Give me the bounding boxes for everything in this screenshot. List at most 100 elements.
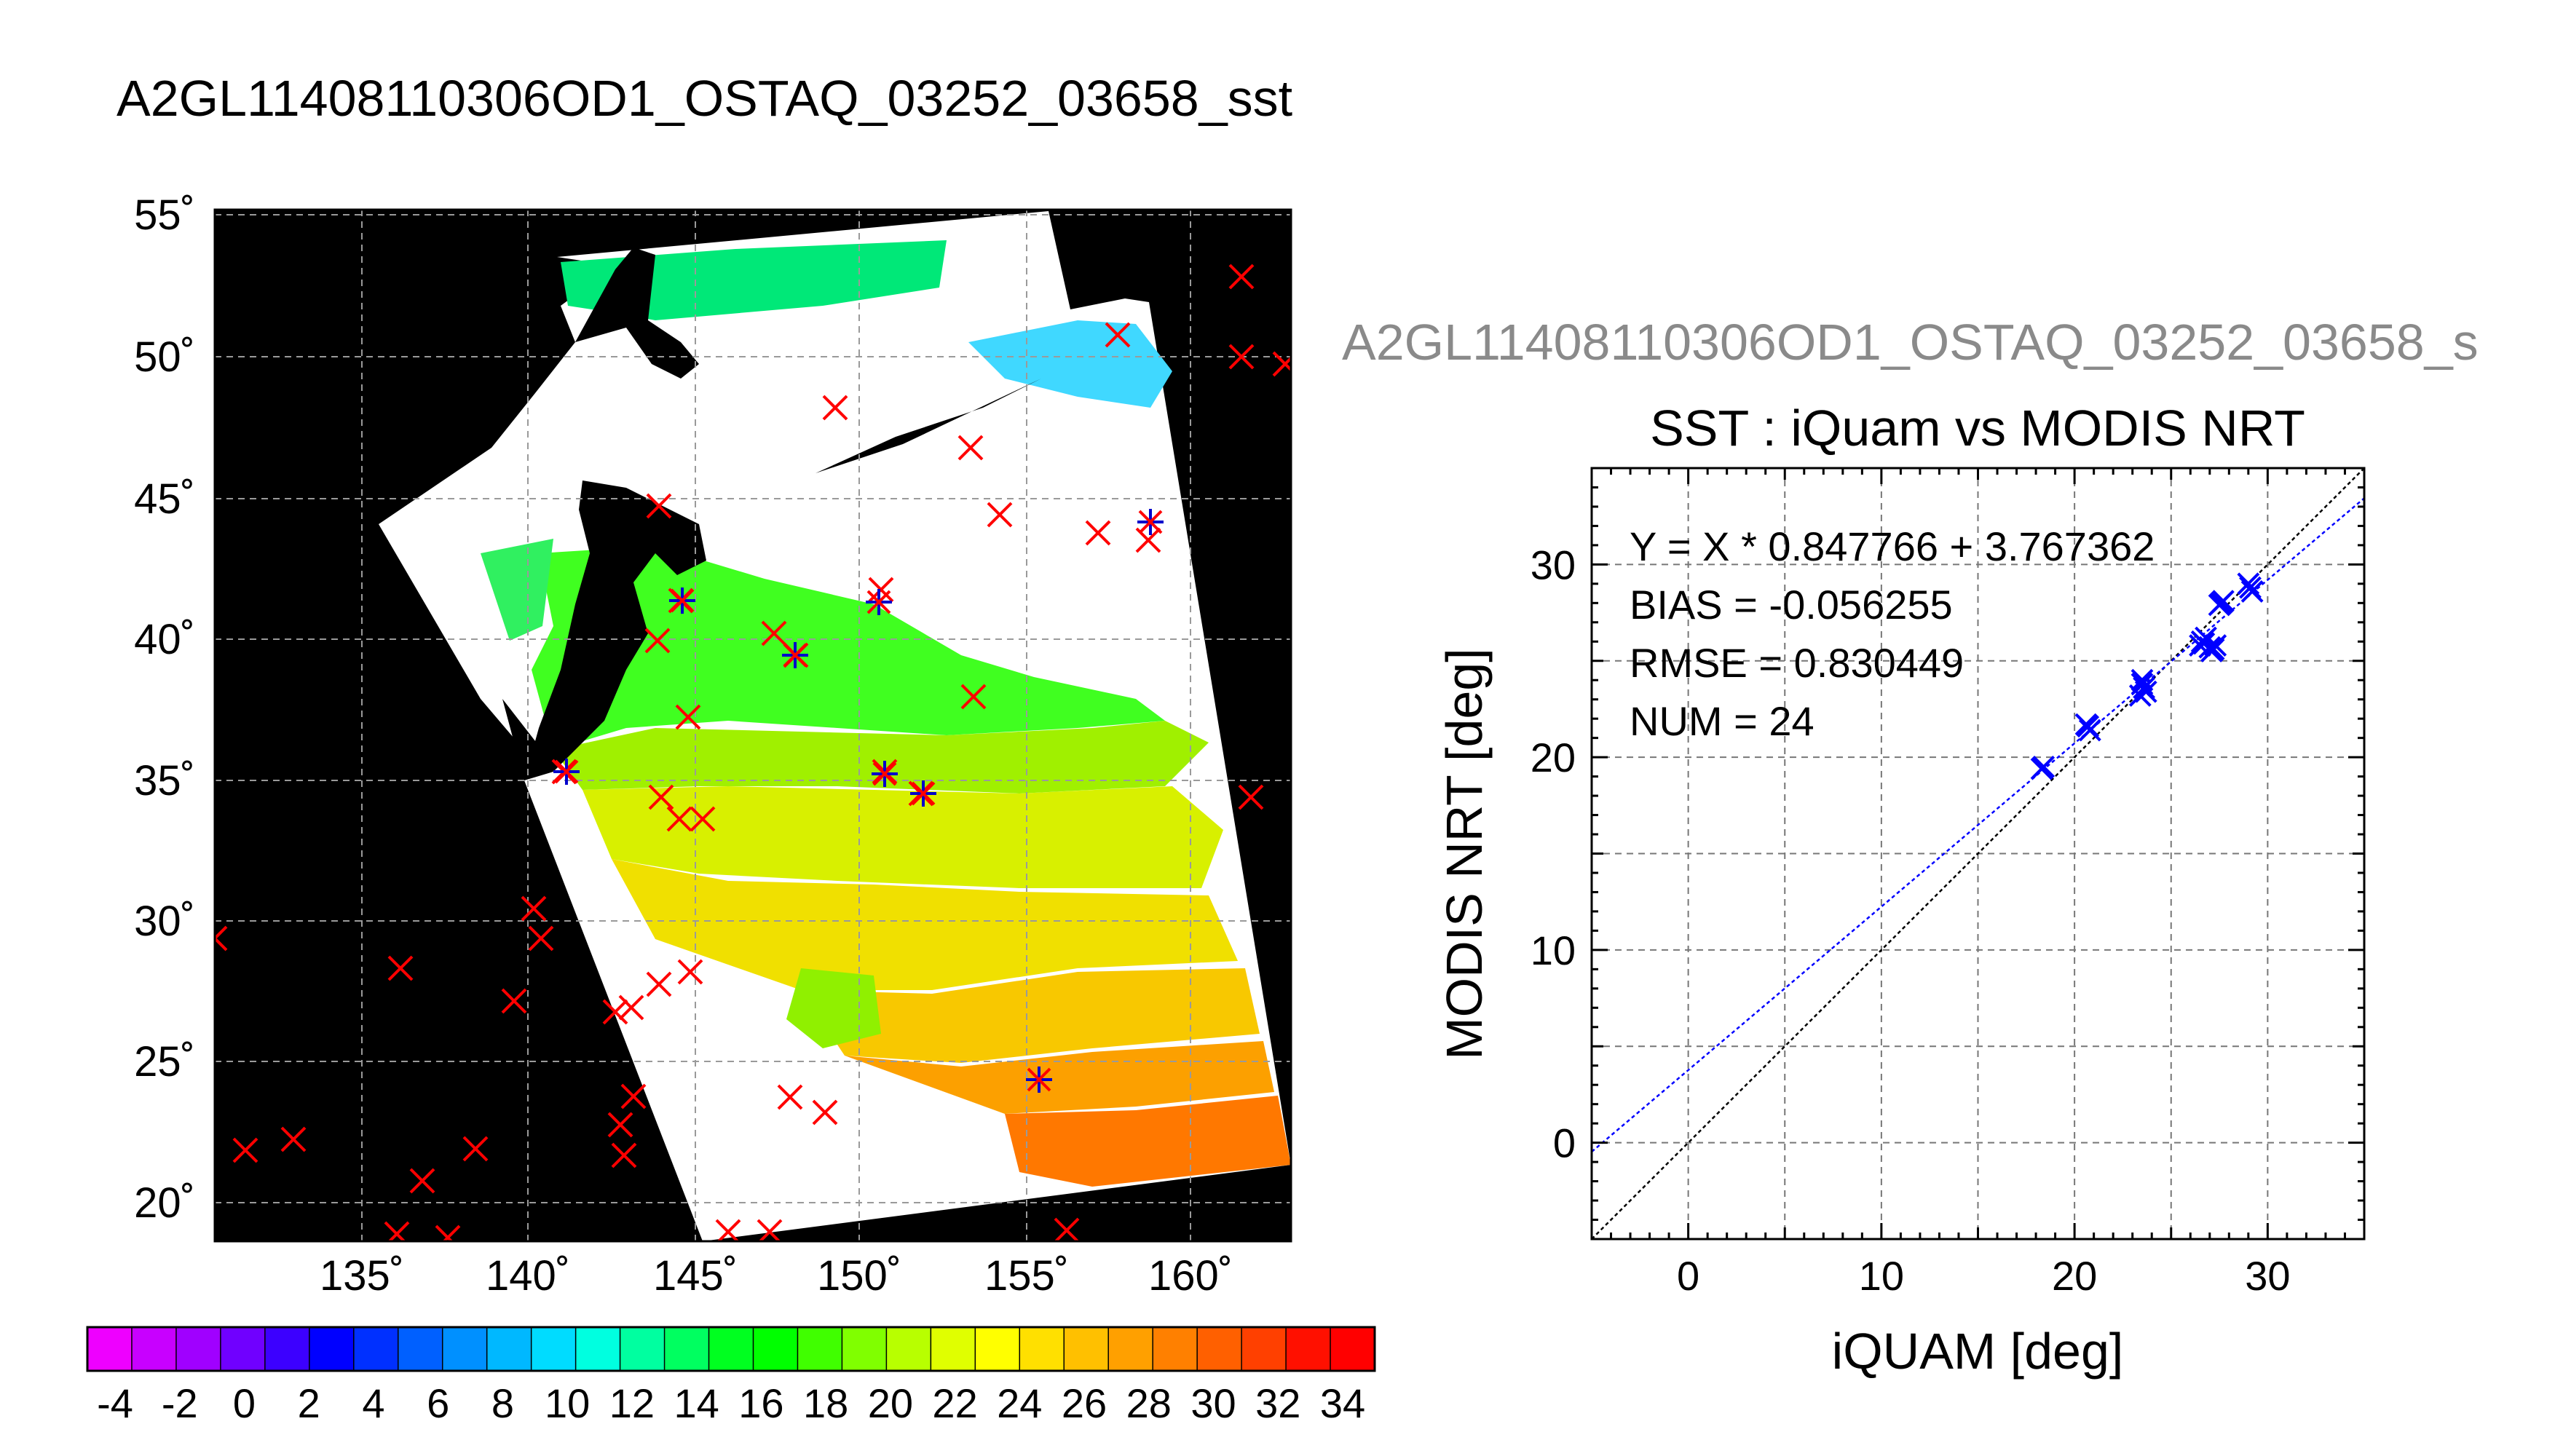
y-tick-label: 0 [1553, 1120, 1576, 1166]
colorbar-cell [930, 1326, 976, 1372]
y-tick-label: 20 [1531, 735, 1576, 780]
y-tick-label: 30 [1531, 542, 1576, 587]
buoy-marker [690, 806, 716, 832]
colorbar-cell [398, 1326, 444, 1372]
matchup-cross [783, 643, 807, 668]
buoy-marker [521, 895, 547, 922]
buoy-markers [215, 264, 1291, 1241]
buoy-marker [1272, 351, 1291, 377]
colorbar-cell [131, 1326, 178, 1372]
lat-label: 45˚ [134, 475, 195, 523]
buoy-marker [777, 1084, 803, 1110]
buoy-marker [384, 1221, 410, 1241]
colorbar-label: 24 [997, 1380, 1042, 1426]
buoy-marker [644, 628, 671, 654]
buoy-marker [387, 955, 414, 981]
regression-equation: Y = X * 0.847766 + 3.767362 [1630, 523, 2155, 569]
one-to-one-line [1592, 468, 2364, 1239]
buoy-marker [435, 1224, 461, 1241]
lon-label: 145˚ [653, 1252, 738, 1299]
colorbar: -4 -2 0 2 4 6 8 10 12 14 16 18 20 22 24 26 28 30 32 34 [86, 1326, 1376, 1426]
colorbar-cell [175, 1326, 222, 1372]
lon-label: 140˚ [486, 1252, 570, 1299]
colorbar-cell [1330, 1326, 1376, 1372]
colorbar-cell [353, 1326, 400, 1372]
y-tick-label: 10 [1531, 927, 1576, 973]
colorbar-cell [797, 1326, 843, 1372]
colorbar-cell [752, 1326, 799, 1372]
x-axis-label: iQUAM [deg] [1832, 1323, 2124, 1380]
x-tick-label: 30 [2245, 1253, 2290, 1299]
x-tick-label: 0 [1677, 1253, 1699, 1299]
colorbar-cell [1019, 1326, 1065, 1372]
buoy-marker [715, 1219, 741, 1241]
regression-line [1592, 497, 2364, 1153]
colorbar-label: 14 [674, 1380, 719, 1426]
scatter-point [2192, 632, 2216, 655]
colorbar-cell [1241, 1326, 1287, 1372]
buoy-marker [757, 1219, 783, 1241]
buoy-marker [675, 704, 701, 730]
matchup-marker [872, 761, 898, 787]
buoy-marker [602, 999, 628, 1025]
buoy-marker [666, 806, 692, 832]
colorbar-cell [1107, 1326, 1154, 1372]
map-title: A2GL11408110306OD1_OSTAQ_03252_03658_sst [117, 70, 1293, 127]
scatter-panel: SST : iQuam vs MODIS NRT 0 10 20 30 0 10 20 30… [1436, 400, 2366, 1380]
buoy-marker [761, 620, 787, 646]
lat-label: 30˚ [134, 898, 195, 945]
matchup-cross [1138, 510, 1163, 534]
colorbar-cell [619, 1326, 666, 1372]
buoy-marker [501, 988, 527, 1014]
colorbar-cell [530, 1326, 577, 1372]
buoy-marker [646, 493, 672, 519]
colorbar-cell [87, 1326, 133, 1372]
colorbar-label: 16 [738, 1380, 783, 1426]
colorbar-label: 8 [491, 1380, 514, 1426]
buoy-marker [280, 1126, 307, 1152]
buoy-marker [960, 684, 987, 710]
map-frame [213, 208, 1292, 1243]
lat-label: 25˚ [134, 1038, 195, 1085]
matchup-cross [554, 759, 579, 784]
buoy-marker [462, 1136, 489, 1162]
sst-field [481, 240, 1291, 1187]
matchup-marker [1026, 1067, 1052, 1093]
colorbar-label: 28 [1126, 1380, 1172, 1426]
matchup-cross [872, 761, 897, 786]
lon-label: 135˚ [320, 1252, 404, 1299]
lat-label: 20˚ [134, 1179, 195, 1227]
matchup-marker [1137, 509, 1164, 535]
y-tick-labels: 0 10 20 30 [1531, 542, 1576, 1166]
x-tick-label: 10 [1859, 1253, 1904, 1299]
colorbar-cell [574, 1326, 621, 1372]
rmse-value: RMSE = 0.830449 [1630, 640, 1964, 686]
colorbar-cell [663, 1326, 710, 1372]
scatter-title: SST : iQuam vs MODIS NRT [1650, 400, 2305, 456]
y-axis-label: MODIS NRT [deg] [1436, 648, 1493, 1059]
colorbar-cell [486, 1326, 533, 1372]
colorbar-cell [708, 1326, 754, 1372]
matchup-marker [669, 587, 695, 614]
buoy-marker [1228, 344, 1255, 370]
matchup-cross [670, 588, 695, 613]
scatter-point [2208, 593, 2231, 617]
matchup-marker [553, 759, 580, 785]
buoy-marker [646, 971, 672, 997]
buoy-marker [1105, 322, 1131, 348]
colorbar-label: 0 [233, 1380, 256, 1426]
lat-label: 55˚ [134, 191, 195, 239]
buoy-marker [812, 1099, 838, 1125]
buoy-marker [1085, 520, 1111, 546]
colorbar-cell [885, 1326, 932, 1372]
matchup-marker [782, 642, 808, 668]
colorbar-label: 18 [803, 1380, 848, 1426]
map-lon-labels: 135˚ 140˚ 145˚ 150˚ 155˚ 160˚ [320, 1252, 1233, 1299]
scatter-grid [1592, 468, 2364, 1239]
bias-value: BIAS = -0.056255 [1630, 582, 1953, 628]
buoy-marker [987, 502, 1013, 528]
colorbar-cell [309, 1326, 355, 1372]
buoy-marker [409, 1168, 435, 1194]
colorbar-label: -2 [162, 1380, 198, 1426]
